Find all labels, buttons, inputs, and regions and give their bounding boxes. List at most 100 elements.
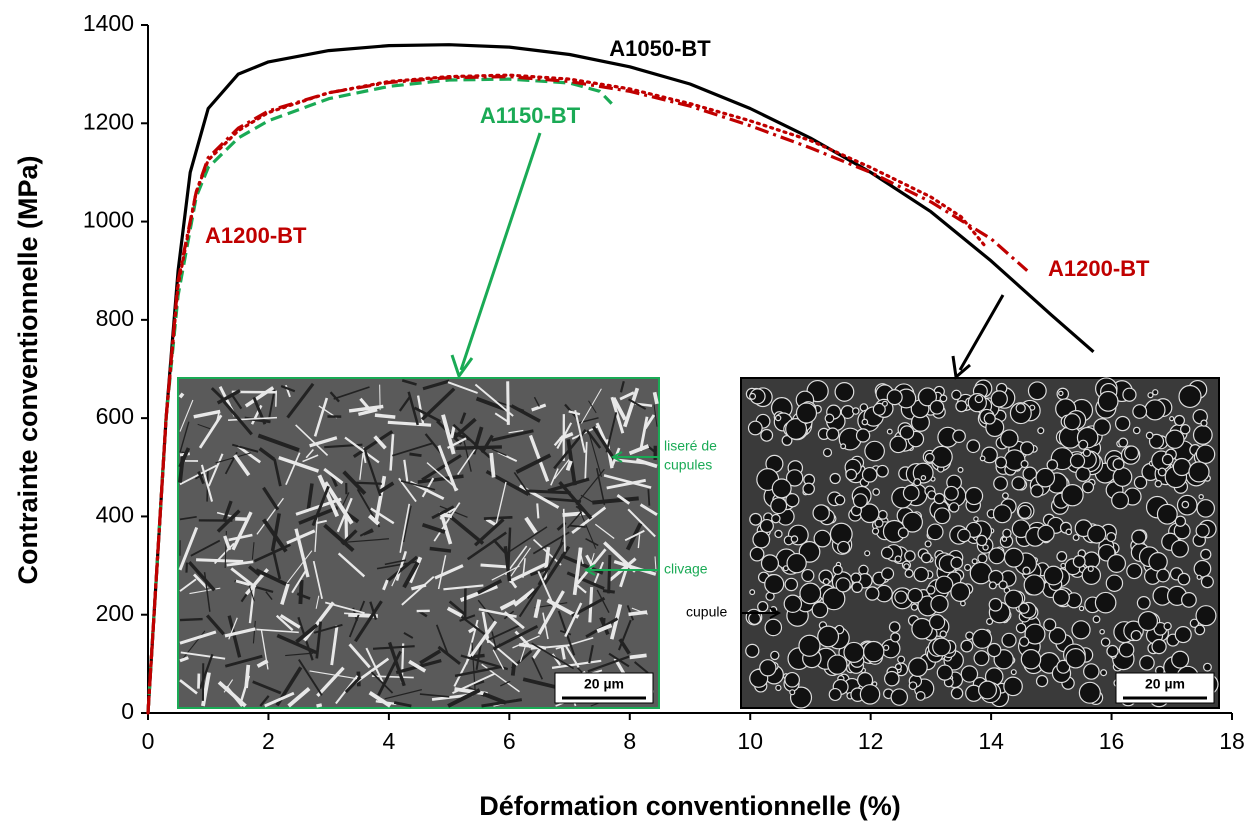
- texture-spot: [765, 619, 781, 635]
- texture-spot: [887, 390, 902, 405]
- texture-spot: [1132, 530, 1146, 544]
- texture-spot: [925, 541, 931, 547]
- texture-spot: [978, 554, 987, 563]
- texture-spot: [937, 665, 952, 680]
- texture-spot: [859, 565, 868, 574]
- texture-spot: [944, 486, 958, 500]
- texture-spot: [903, 485, 919, 501]
- texture-spot: [1084, 664, 1099, 679]
- texture-spot: [1024, 575, 1044, 595]
- texture-spot: [882, 547, 893, 558]
- texture-spot: [1196, 524, 1209, 537]
- texture-spot: [1038, 525, 1054, 541]
- texture-spot: [857, 429, 870, 442]
- texture-spot: [895, 556, 901, 562]
- x-axis-title: Déformation conventionnelle (%): [479, 791, 901, 821]
- texture-spot: [991, 391, 1007, 407]
- texture-spot: [958, 467, 963, 472]
- texture-spot: [873, 528, 879, 534]
- series-label: A1200-BT: [205, 223, 307, 248]
- texture-spot: [864, 642, 884, 662]
- texture-spot: [785, 673, 799, 687]
- texture-spot: [1072, 621, 1090, 639]
- texture-spot: [609, 555, 610, 593]
- texture-spot: [771, 651, 779, 659]
- texture-spot: [1012, 477, 1025, 490]
- texture-spot: [1101, 670, 1107, 676]
- series-label: A1200-BT: [1048, 256, 1150, 281]
- texture-spot: [1157, 569, 1170, 582]
- texture-spot: [356, 483, 382, 484]
- texture-spot: [889, 622, 899, 632]
- texture-spot: [481, 565, 509, 567]
- texture-spot: [1116, 416, 1130, 430]
- texture-spot: [818, 626, 839, 647]
- texture-spot: [1001, 430, 1018, 447]
- texture-spot: [409, 454, 421, 456]
- texture-spot: [1153, 390, 1158, 395]
- texture-spot: [1095, 592, 1115, 612]
- texture-spot: [813, 505, 829, 521]
- scale-label: 20 µm: [1145, 676, 1185, 692]
- texture-spot: [1021, 461, 1028, 468]
- texture-spot: [927, 524, 943, 540]
- texture-spot: [765, 575, 784, 594]
- texture-spot: [375, 415, 395, 417]
- texture-spot: [1059, 391, 1063, 395]
- x-tick-label: 18: [1219, 728, 1245, 754]
- texture-spot: [1199, 495, 1203, 499]
- texture-spot: [787, 554, 806, 573]
- texture-spot: [828, 655, 847, 674]
- texture-spot: [865, 551, 870, 556]
- texture-spot: [862, 419, 867, 424]
- texture-spot: [973, 629, 992, 648]
- x-tick-label: 14: [978, 728, 1004, 754]
- texture-spot: [1134, 476, 1146, 488]
- texture-spot: [891, 633, 900, 642]
- texture-spot: [823, 579, 829, 585]
- texture-spot: [796, 403, 816, 423]
- texture-spot: [1070, 454, 1084, 468]
- texture-spot: [1125, 446, 1139, 460]
- texture-spot: [750, 590, 755, 595]
- texture-spot: [1003, 529, 1011, 537]
- y-tick-label: 400: [96, 502, 134, 528]
- texture-spot: [180, 619, 203, 620]
- texture-spot: [908, 588, 922, 602]
- texture-spot: [1197, 575, 1201, 579]
- texture-spot: [882, 568, 894, 580]
- texture-spot: [1088, 566, 1093, 571]
- y-axis-title: Contrainte conventionnelle (MPa): [13, 155, 43, 584]
- texture-spot: [537, 503, 538, 518]
- texture-spot: [784, 595, 801, 612]
- texture-spot: [830, 473, 840, 483]
- texture-spot: [930, 401, 944, 415]
- texture-spot: [916, 692, 925, 701]
- texture-spot: [1083, 482, 1094, 493]
- texture-spot: [1145, 400, 1165, 420]
- texture-spot: [1201, 420, 1207, 426]
- texture-spot: [790, 690, 795, 695]
- texture-spot: [875, 519, 883, 527]
- texture-spot: [785, 578, 797, 590]
- texture-spot: [909, 658, 928, 677]
- texture-spot: [967, 440, 980, 453]
- texture-spot: [905, 569, 913, 577]
- texture-spot: [898, 528, 908, 538]
- texture-spot: [761, 430, 773, 442]
- texture-spot: [1194, 426, 1213, 445]
- texture-spot: [1170, 417, 1174, 421]
- texture-spot: [1119, 438, 1128, 447]
- texture-spot: [900, 426, 913, 439]
- texture-spot: [1148, 393, 1153, 398]
- texture-spot: [911, 604, 917, 610]
- texture-spot: [974, 517, 978, 521]
- texture-spot: [835, 383, 854, 402]
- texture-spot: [1064, 414, 1080, 430]
- texture-spot: [1004, 677, 1022, 695]
- texture-spot: [977, 535, 987, 545]
- texture-spot: [1023, 567, 1030, 574]
- texture-spot: [1182, 593, 1197, 608]
- texture-spot: [1016, 404, 1025, 413]
- texture-spot: [1079, 682, 1100, 703]
